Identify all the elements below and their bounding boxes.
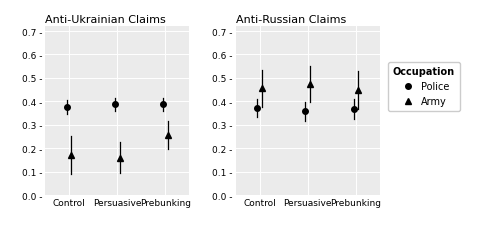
Text: Anti-Russian Claims: Anti-Russian Claims — [236, 15, 346, 25]
Text: Anti-Ukrainian Claims: Anti-Ukrainian Claims — [45, 15, 166, 25]
Legend: Police, Army: Police, Army — [388, 62, 460, 111]
